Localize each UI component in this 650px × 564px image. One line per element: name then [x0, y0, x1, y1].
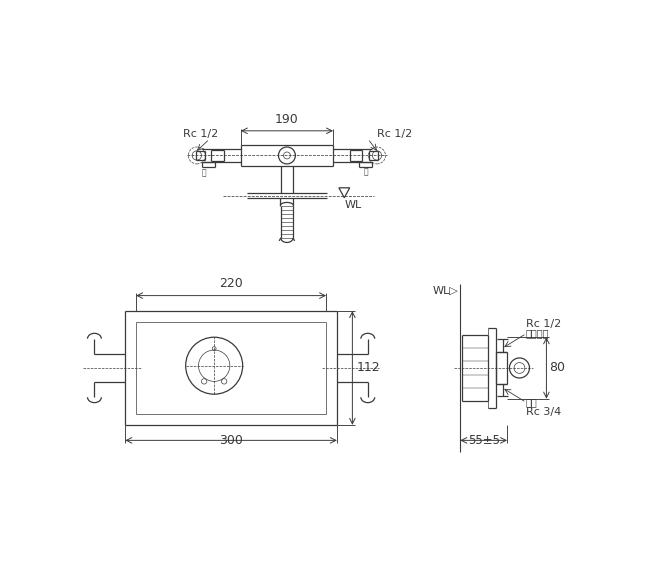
Text: 55±5: 55±5: [467, 434, 500, 447]
Text: Rc 1/2: Rc 1/2: [183, 129, 218, 139]
Text: Rc 1/2: Rc 1/2: [377, 129, 412, 139]
Text: 冷: 冷: [363, 168, 368, 177]
Text: Rc 1/2: Rc 1/2: [526, 319, 561, 329]
Text: 190: 190: [275, 113, 299, 126]
Text: 112: 112: [356, 362, 380, 374]
Text: 220: 220: [219, 277, 243, 290]
Text: バス: バス: [526, 398, 538, 408]
Text: WL: WL: [345, 200, 362, 210]
Text: 80: 80: [549, 362, 566, 374]
Text: 温: 温: [202, 169, 206, 178]
Text: WL▷: WL▷: [433, 285, 459, 296]
Text: シャワー: シャワー: [526, 328, 549, 338]
Text: Rc 3/4: Rc 3/4: [526, 407, 561, 417]
Text: 300: 300: [219, 434, 243, 447]
